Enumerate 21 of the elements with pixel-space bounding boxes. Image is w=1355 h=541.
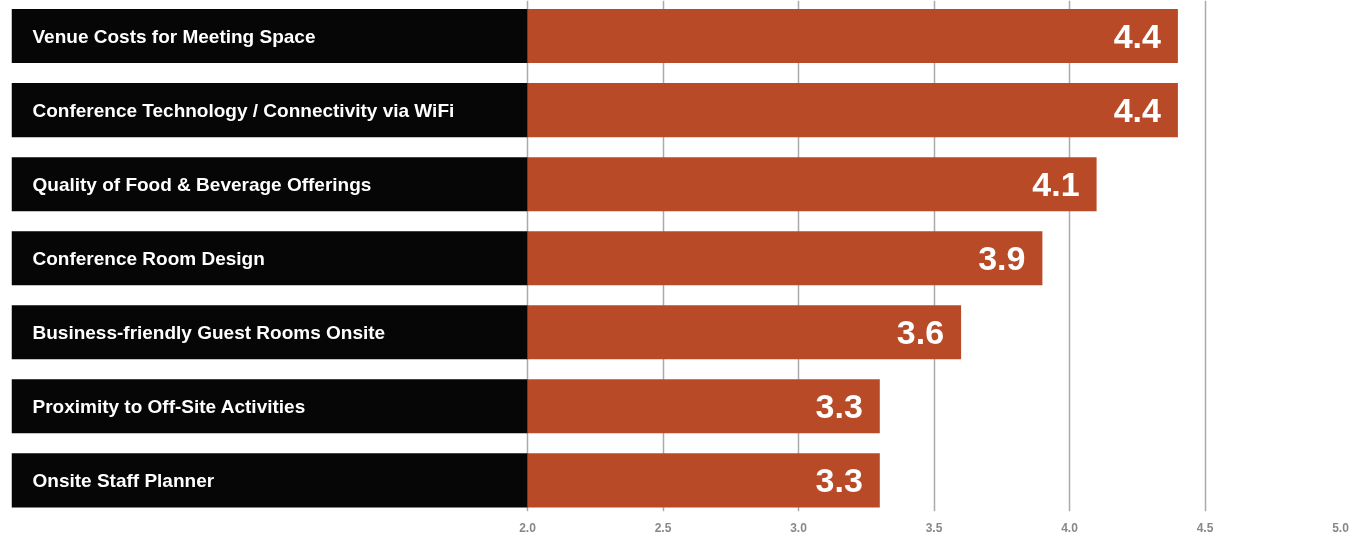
data-label: 3.3 — [815, 386, 863, 425]
y-tick-label: Venue Costs for Meeting Space — [32, 25, 316, 47]
y-tick-label: Conference Room Design — [32, 247, 265, 269]
x-tick-label: 4.5 — [1196, 520, 1214, 535]
y-tick-label: Proximity to Off-Site Activities — [32, 395, 306, 417]
data-label: 4.4 — [1113, 90, 1161, 129]
y-tick-label: Business-friendly Guest Rooms Onsite — [32, 321, 386, 343]
y-tick-label: Onsite Staff Planner — [32, 469, 215, 491]
y-tick-label: Quality of Food & Beverage Offerings — [32, 173, 372, 195]
x-tick-label: 4.0 — [1061, 520, 1079, 535]
x-tick-label: 3.0 — [790, 520, 808, 535]
x-tick-label: 3.5 — [925, 520, 943, 535]
data-label: 4.1 — [1032, 164, 1080, 203]
x-tick-label: 2.5 — [654, 520, 672, 535]
x-tick-label: 5.0 — [1332, 520, 1350, 535]
data-label: 3.9 — [978, 238, 1026, 277]
data-label: 3.3 — [815, 460, 863, 499]
y-tick-label: Conference Technology / Connectivity via WiFi — [32, 99, 455, 121]
x-tick-label: 2.0 — [519, 520, 537, 535]
data-label: 4.4 — [1113, 16, 1161, 55]
data-label: 3.6 — [896, 312, 945, 351]
